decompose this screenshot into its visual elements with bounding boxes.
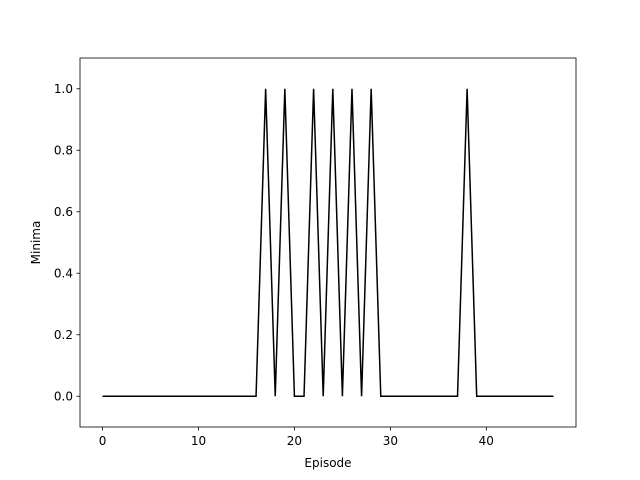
x-axis-ticks: 0 10 20 30 40 — [99, 427, 494, 448]
plot-frame — [79, 57, 577, 428]
series-line-0 — [102, 88, 554, 397]
x-tick-label: 30 — [383, 434, 398, 448]
x-axis-title: Episode — [304, 456, 351, 470]
y-tick-label: 0.0 — [54, 389, 73, 403]
y-tick-label: 0.2 — [54, 328, 73, 342]
x-tick-label: 20 — [287, 434, 302, 448]
y-tick-label: 0.8 — [54, 143, 73, 157]
series-layer — [102, 88, 554, 397]
y-tick-label: 0.4 — [54, 266, 73, 280]
y-axis-ticks: 0.0 0.2 0.4 0.6 0.8 1.0 — [54, 82, 80, 403]
x-tick-label: 40 — [479, 434, 494, 448]
x-tick-label: 0 — [99, 434, 107, 448]
y-axis-title: Minima — [29, 221, 43, 265]
x-tick-label: 10 — [191, 434, 206, 448]
y-tick-label: 0.6 — [54, 205, 73, 219]
y-tick-label: 1.0 — [54, 82, 73, 96]
